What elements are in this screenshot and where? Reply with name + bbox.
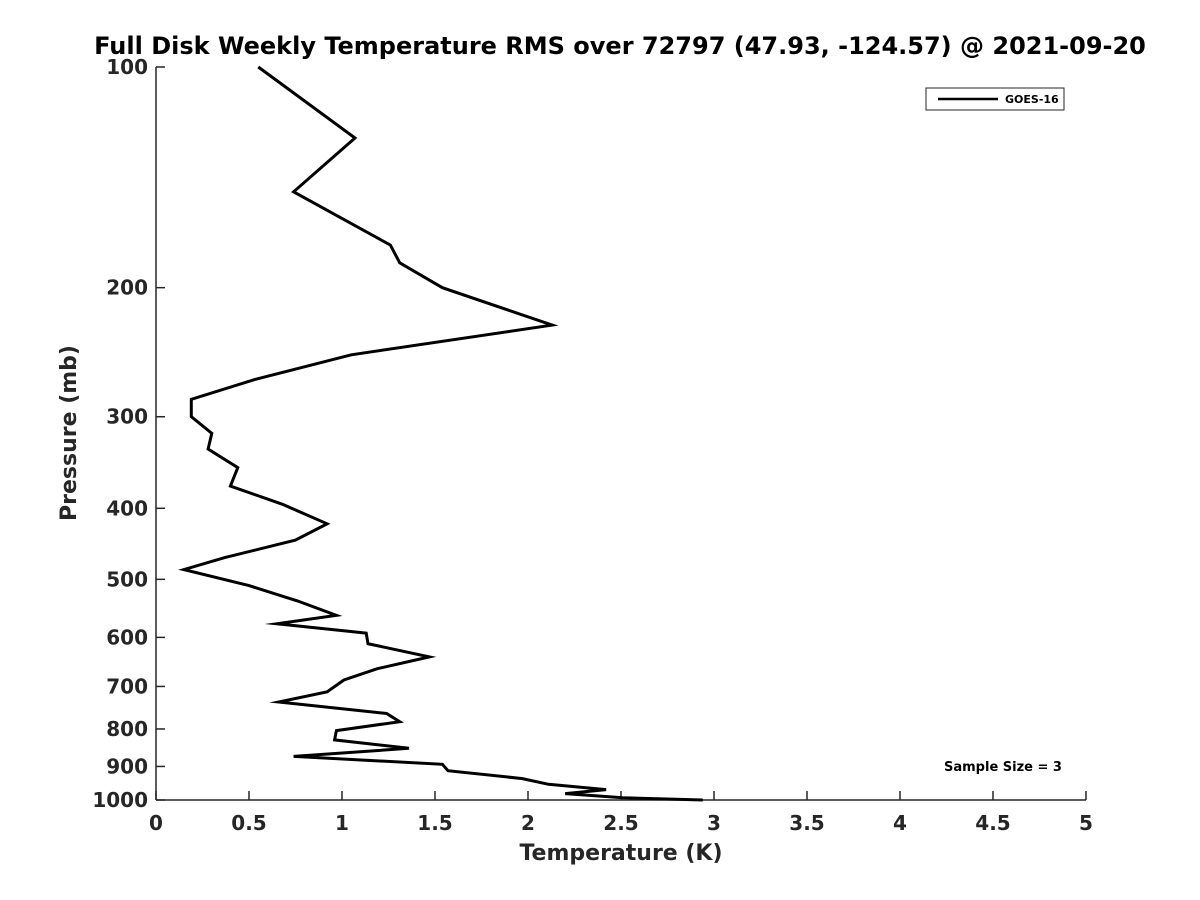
series-group [178,65,703,802]
x-tick-label: 3 [707,811,721,835]
y-tick-label: 700 [106,674,148,698]
x-tick-label: 0 [149,811,163,835]
x-axis-label: Temperature (K) [519,841,722,866]
series-line-goes-16 [178,65,703,802]
x-tick-label: 0.5 [231,811,266,835]
legend: GOES-16 [925,87,1065,111]
y-tick-label: 900 [106,754,148,778]
sample-size-annotation: Sample Size = 3 [944,760,1062,775]
y-ticks: 100 200 300 400 500 600 700 800 900 1000 [92,55,165,812]
y-tick-label: 1000 [92,788,148,812]
x-tick-label: 1.5 [417,811,452,835]
y-tick-label: 200 [106,276,148,300]
y-axis-label: Pressure (mb) [57,345,82,521]
x-tick-label: 1 [335,811,349,835]
y-tick-label: 100 [106,55,148,79]
x-tick-label: 5 [1079,811,1093,835]
x-tick-label: 2.5 [603,811,638,835]
y-tick-label: 400 [106,496,148,520]
x-tick-label: 4.5 [975,811,1010,835]
x-tick-label: 2 [521,811,535,835]
y-tick-label: 600 [106,625,148,649]
chart-title: Full Disk Weekly Temperature RMS over 72… [94,32,1146,60]
legend-label-goes-16: GOES-16 [1005,93,1059,106]
y-tick-label: 800 [106,717,148,741]
y-tick-label: 300 [106,405,148,429]
x-tick-label: 3.5 [789,811,824,835]
y-tick-label: 500 [106,567,148,591]
x-ticks: 0 0.5 1 1.5 2 2.5 3 3.5 4 4.5 5 [149,791,1093,835]
x-tick-label: 4 [893,811,907,835]
